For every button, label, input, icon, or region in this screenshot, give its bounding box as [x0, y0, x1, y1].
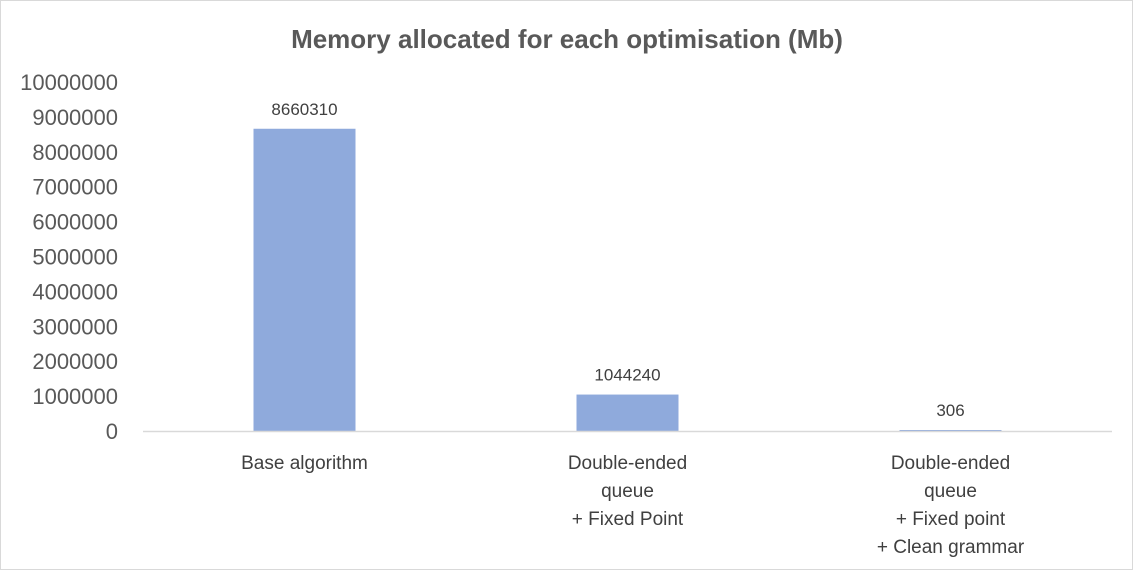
x-tick-label-line: queue: [601, 481, 654, 502]
x-tick-label-line: + Fixed Point: [572, 509, 684, 530]
y-tick-label: 6000000: [32, 210, 118, 235]
x-tick-label: Double-ended queue + Fixed Point: [568, 453, 687, 530]
y-axis-tick-labels: 0 1000000 2000000 3000000 4000000 5000000 6000…: [20, 70, 118, 444]
data-label-2: 1044240: [594, 366, 660, 385]
x-axis-tick-labels: Base algorithm Double-ended queue + Fixed P…: [241, 453, 1025, 558]
y-tick-label: 0: [106, 419, 118, 444]
y-tick-label: 2000000: [32, 349, 118, 374]
x-tick-label: Double-ended queue + Fixed point + Clean gr…: [877, 453, 1025, 558]
x-tick-label-line: + Fixed point: [896, 509, 1006, 530]
bar-1: [253, 128, 356, 431]
x-tick-label-line: + Clean grammar: [877, 537, 1025, 558]
x-tick-label: Base algorithm: [241, 453, 368, 474]
y-tick-label: 1000000: [32, 384, 118, 409]
bar-3: [899, 430, 1002, 431]
y-tick-label: 3000000: [32, 314, 118, 339]
y-tick-label: 10000000: [20, 70, 118, 95]
x-tick-label-line: Base algorithm: [241, 453, 368, 474]
y-tick-label: 4000000: [32, 279, 118, 304]
bars: [253, 128, 1002, 431]
y-tick-label: 8000000: [32, 140, 118, 165]
x-tick-label-line: Double-ended: [568, 453, 687, 474]
y-tick-label: 5000000: [32, 245, 118, 270]
x-tick-label-line: queue: [924, 481, 977, 502]
data-label-1: 8660310: [271, 100, 337, 119]
data-label-3: 306: [936, 401, 964, 420]
chart-title: Memory allocated for each optimisation (…: [291, 24, 843, 54]
data-labels: 8660310 1044240 306: [271, 100, 964, 420]
y-tick-label: 7000000: [32, 175, 118, 200]
bar-2: [576, 394, 679, 431]
y-tick-label: 9000000: [32, 105, 118, 130]
x-tick-label-line: Double-ended: [891, 453, 1010, 474]
